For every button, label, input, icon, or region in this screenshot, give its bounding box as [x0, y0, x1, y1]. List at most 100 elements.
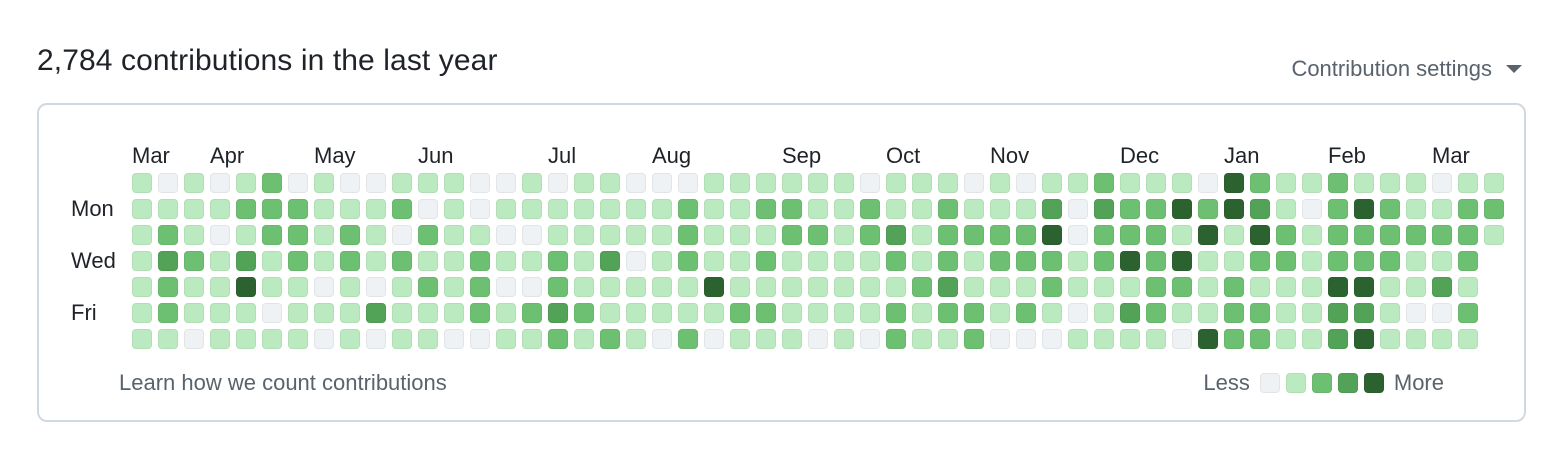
contribution-day-cell[interactable]: [132, 199, 152, 219]
contribution-day-cell[interactable]: [314, 329, 334, 349]
contribution-day-cell[interactable]: [1146, 251, 1166, 271]
contribution-day-cell[interactable]: [1406, 173, 1426, 193]
contribution-day-cell[interactable]: [132, 329, 152, 349]
contribution-day-cell[interactable]: [262, 225, 282, 245]
contribution-day-cell[interactable]: [1068, 225, 1088, 245]
contribution-day-cell[interactable]: [1458, 199, 1478, 219]
contribution-day-cell[interactable]: [314, 173, 334, 193]
contribution-day-cell[interactable]: [548, 329, 568, 349]
contribution-day-cell[interactable]: [1172, 225, 1192, 245]
contribution-day-cell[interactable]: [1146, 173, 1166, 193]
contribution-day-cell[interactable]: [184, 303, 204, 323]
contribution-day-cell[interactable]: [678, 277, 698, 297]
contribution-day-cell[interactable]: [470, 277, 490, 297]
contribution-day-cell[interactable]: [782, 303, 802, 323]
contribution-day-cell[interactable]: [236, 199, 256, 219]
contribution-day-cell[interactable]: [938, 329, 958, 349]
contribution-day-cell[interactable]: [470, 329, 490, 349]
contribution-day-cell[interactable]: [210, 173, 230, 193]
contribution-day-cell[interactable]: [1146, 199, 1166, 219]
contribution-day-cell[interactable]: [912, 173, 932, 193]
contribution-day-cell[interactable]: [1172, 251, 1192, 271]
contribution-day-cell[interactable]: [210, 277, 230, 297]
contribution-day-cell[interactable]: [1458, 251, 1478, 271]
contribution-day-cell[interactable]: [288, 329, 308, 349]
contribution-day-cell[interactable]: [366, 251, 386, 271]
contribution-day-cell[interactable]: [236, 329, 256, 349]
contribution-day-cell[interactable]: [1042, 277, 1062, 297]
contribution-day-cell[interactable]: [548, 173, 568, 193]
contribution-day-cell[interactable]: [366, 225, 386, 245]
contribution-day-cell[interactable]: [1276, 199, 1296, 219]
contribution-day-cell[interactable]: [1276, 225, 1296, 245]
contribution-day-cell[interactable]: [1380, 225, 1400, 245]
contribution-day-cell[interactable]: [1198, 199, 1218, 219]
contribution-day-cell[interactable]: [990, 303, 1010, 323]
contribution-day-cell[interactable]: [1380, 199, 1400, 219]
contribution-day-cell[interactable]: [340, 173, 360, 193]
contribution-day-cell[interactable]: [886, 277, 906, 297]
contribution-day-cell[interactable]: [1432, 199, 1452, 219]
contribution-day-cell[interactable]: [860, 251, 880, 271]
contribution-day-cell[interactable]: [210, 251, 230, 271]
contribution-day-cell[interactable]: [1068, 329, 1088, 349]
contribution-day-cell[interactable]: [1354, 329, 1374, 349]
contribution-day-cell[interactable]: [1016, 173, 1036, 193]
contribution-day-cell[interactable]: [860, 199, 880, 219]
contribution-day-cell[interactable]: [652, 329, 672, 349]
contribution-day-cell[interactable]: [1224, 303, 1244, 323]
contribution-day-cell[interactable]: [340, 199, 360, 219]
contribution-day-cell[interactable]: [158, 251, 178, 271]
contribution-day-cell[interactable]: [1250, 225, 1270, 245]
contribution-day-cell[interactable]: [418, 303, 438, 323]
contribution-day-cell[interactable]: [1042, 225, 1062, 245]
contribution-day-cell[interactable]: [470, 225, 490, 245]
contribution-day-cell[interactable]: [574, 173, 594, 193]
contribution-day-cell[interactable]: [652, 173, 672, 193]
contribution-day-cell[interactable]: [1224, 329, 1244, 349]
contribution-day-cell[interactable]: [756, 329, 776, 349]
contribution-day-cell[interactable]: [184, 329, 204, 349]
contribution-day-cell[interactable]: [184, 277, 204, 297]
contribution-day-cell[interactable]: [548, 199, 568, 219]
contribution-day-cell[interactable]: [938, 173, 958, 193]
contribution-day-cell[interactable]: [704, 277, 724, 297]
contribution-day-cell[interactable]: [470, 303, 490, 323]
contribution-day-cell[interactable]: [1458, 225, 1478, 245]
contribution-day-cell[interactable]: [782, 277, 802, 297]
contribution-day-cell[interactable]: [1094, 329, 1114, 349]
contribution-day-cell[interactable]: [1302, 173, 1322, 193]
contribution-day-cell[interactable]: [704, 173, 724, 193]
contribution-day-cell[interactable]: [1406, 199, 1426, 219]
contribution-day-cell[interactable]: [366, 173, 386, 193]
contribution-day-cell[interactable]: [1354, 277, 1374, 297]
contribution-day-cell[interactable]: [1354, 199, 1374, 219]
contribution-day-cell[interactable]: [1016, 199, 1036, 219]
contribution-day-cell[interactable]: [158, 199, 178, 219]
contribution-day-cell[interactable]: [1198, 277, 1218, 297]
contribution-day-cell[interactable]: [1432, 303, 1452, 323]
contribution-day-cell[interactable]: [1172, 199, 1192, 219]
contribution-day-cell[interactable]: [314, 251, 334, 271]
contribution-day-cell[interactable]: [990, 225, 1010, 245]
contribution-day-cell[interactable]: [808, 251, 828, 271]
contribution-day-cell[interactable]: [366, 277, 386, 297]
contribution-day-cell[interactable]: [834, 277, 854, 297]
contribution-day-cell[interactable]: [912, 329, 932, 349]
contribution-day-cell[interactable]: [652, 303, 672, 323]
contribution-day-cell[interactable]: [626, 225, 646, 245]
contribution-day-cell[interactable]: [210, 199, 230, 219]
contribution-day-cell[interactable]: [1250, 199, 1270, 219]
contribution-day-cell[interactable]: [1328, 173, 1348, 193]
contribution-day-cell[interactable]: [964, 303, 984, 323]
contribution-day-cell[interactable]: [1146, 329, 1166, 349]
contribution-day-cell[interactable]: [1484, 173, 1504, 193]
contribution-day-cell[interactable]: [1224, 251, 1244, 271]
contribution-day-cell[interactable]: [1276, 277, 1296, 297]
contribution-day-cell[interactable]: [1406, 303, 1426, 323]
contribution-day-cell[interactable]: [704, 199, 724, 219]
contribution-day-cell[interactable]: [522, 173, 542, 193]
contribution-day-cell[interactable]: [418, 199, 438, 219]
contribution-day-cell[interactable]: [314, 277, 334, 297]
contribution-day-cell[interactable]: [1120, 173, 1140, 193]
